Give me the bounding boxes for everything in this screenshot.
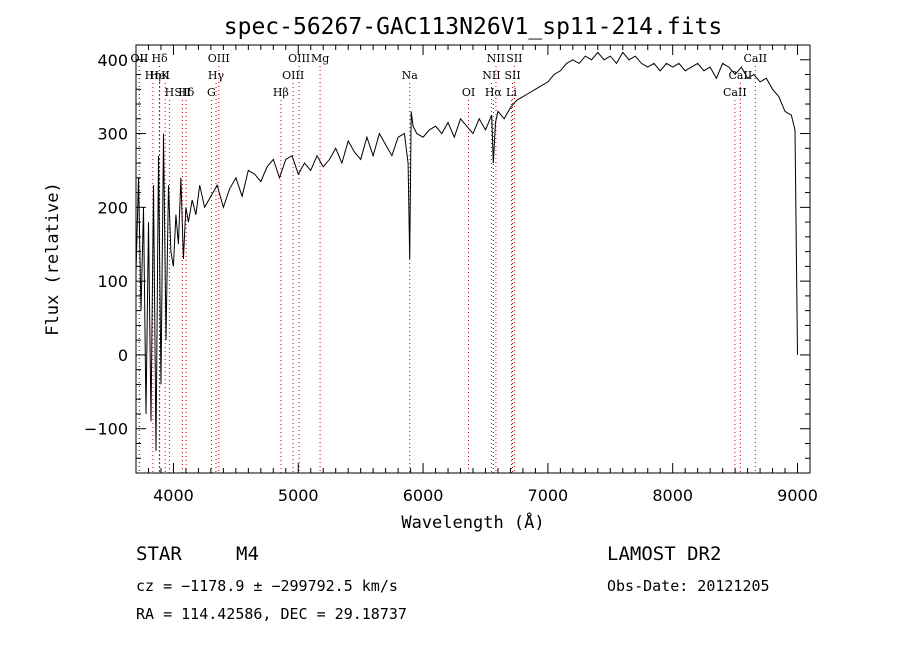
line-label-9: OIII: [208, 52, 230, 65]
object-class: STAR: [136, 543, 182, 565]
line-label-0: Hδ: [151, 52, 168, 65]
x-tick-label-7000: 7000: [528, 486, 569, 505]
y-tick-label-300: 300: [97, 125, 128, 144]
y-tick-label-100: 100: [97, 272, 128, 291]
redshift-cz: cz = −1178.9 ± −299792.5 km/s: [136, 577, 398, 595]
plot-frame: [135, 44, 811, 474]
emission-line-markers: [138, 66, 756, 473]
line-label-3: OII: [131, 52, 149, 65]
line-label-23: Li: [506, 86, 517, 99]
x-tick-label-9000: 9000: [777, 486, 818, 505]
line-label-18: NII: [487, 52, 505, 65]
line-label-6: OII: [131, 52, 149, 65]
line-label-13: OIII: [282, 69, 304, 82]
y-tick-label-400: 400: [97, 51, 128, 70]
line-label-4: HeI: [149, 69, 169, 82]
line-label-5: SII: [174, 86, 190, 99]
line-label-1: K: [161, 69, 170, 82]
y-tick-label--100: −100: [84, 420, 128, 439]
line-label-20: Hα: [485, 86, 503, 99]
spectrum-series-line: [135, 51, 798, 451]
line-label-2: Hδ: [178, 86, 195, 99]
x-axis-label: Wavelength (Å): [401, 511, 544, 533]
y-axis-label: Flux (relative): [43, 182, 63, 336]
line-label-10: Hγ: [208, 69, 225, 82]
line-label-21: SII: [506, 52, 522, 65]
y-axis-ticks: −100 0 100 200 300 400: [84, 44, 810, 474]
line-label-16: Na: [402, 69, 419, 82]
line-label-14: Hβ: [273, 86, 289, 99]
x-tick-label-4000: 4000: [153, 486, 194, 505]
line-label-17: OI: [462, 86, 475, 99]
line-label-22: NII: [482, 69, 500, 82]
line-label-26: CaII: [723, 86, 747, 99]
emission-line-labels: HδKHδOIIHeISIIOIIHηHOIIIHγGOIIIOIIIHβMgN…: [131, 52, 768, 99]
x-axis-ticks: 4000 5000 6000 7000 8000 9000: [135, 45, 818, 505]
ra-dec: RA = 114.42586, DEC = 29.18737: [136, 605, 407, 623]
line-label-7: Hη: [145, 69, 161, 82]
line-label-12: OIII: [288, 52, 310, 65]
survey-name: LAMOST DR2: [607, 543, 722, 565]
line-label-15: Mg: [311, 52, 329, 65]
chart-title: spec-56267-GAC113N26V1_sp11-214.fits: [224, 14, 723, 40]
x-tick-label-6000: 6000: [403, 486, 444, 505]
y-tick-label-200: 200: [97, 198, 128, 217]
line-label-8: H: [165, 86, 175, 99]
x-tick-label-5000: 5000: [278, 486, 319, 505]
line-label-19: SII: [504, 69, 520, 82]
x-tick-label-8000: 8000: [652, 486, 693, 505]
line-label-24: CaII: [743, 52, 767, 65]
line-label-11: G: [207, 86, 216, 99]
y-tick-label-0: 0: [118, 346, 128, 365]
line-label-25: CaII: [729, 69, 753, 82]
observation-date: Obs-Date: 20121205: [607, 577, 770, 595]
object-subclass: M4: [236, 543, 259, 565]
